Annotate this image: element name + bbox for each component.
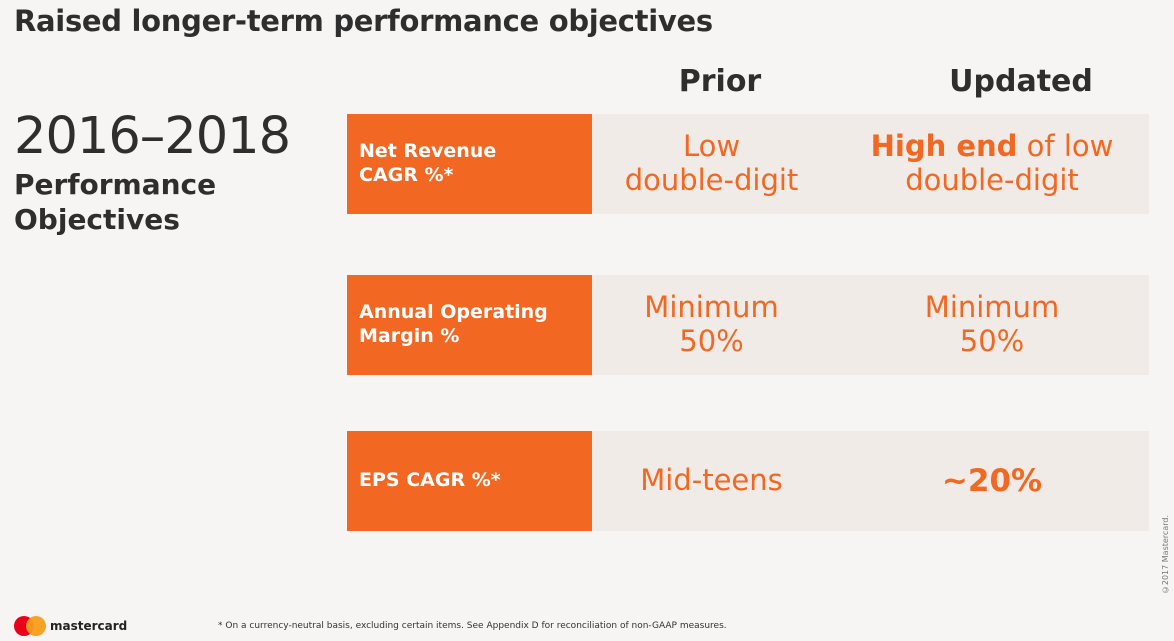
row-label: Annual Operating Margin % bbox=[347, 275, 592, 375]
mastercard-circles-icon bbox=[14, 616, 46, 636]
updated-value: Minimum 50% bbox=[847, 275, 1137, 375]
prior-value-line1: Minimum bbox=[644, 290, 779, 325]
table-row-operating-margin: Annual Operating Margin % Minimum 50% Mi… bbox=[347, 275, 1149, 375]
updated-value-line1: High end of low bbox=[870, 129, 1114, 164]
row-label-line2: Margin % bbox=[359, 325, 460, 347]
updated-value-line2: 50% bbox=[959, 324, 1025, 358]
prior-value-line2: double-digit bbox=[624, 163, 799, 197]
copyright-notice: ©2017 Mastercard. bbox=[1161, 515, 1170, 595]
table-row-eps: EPS CAGR %* Mid-teens ~20% bbox=[347, 431, 1149, 531]
updated-value-line1: ~20% bbox=[941, 462, 1043, 499]
row-label: Net Revenue CAGR %* bbox=[347, 114, 592, 214]
objectives-label-line1: Performance bbox=[14, 167, 217, 201]
column-header-updated: Updated bbox=[949, 64, 1093, 99]
updated-value-rest: of low bbox=[1017, 129, 1114, 164]
prior-value: Minimum 50% bbox=[609, 275, 814, 375]
prior-value-line1: Low bbox=[682, 129, 741, 164]
page-title: Raised longer-term performance objective… bbox=[14, 4, 713, 38]
table-row-net-revenue: Net Revenue CAGR %* Low double-digit Hig… bbox=[347, 114, 1149, 214]
row-label-line2: CAGR %* bbox=[359, 164, 454, 186]
brand-name: mastercard bbox=[50, 619, 128, 633]
row-label: EPS CAGR %* bbox=[347, 431, 592, 531]
updated-value-line1: Minimum bbox=[924, 290, 1060, 325]
objectives-heading: 2016–2018 Performance Objectives bbox=[14, 107, 291, 237]
prior-value: Mid-teens bbox=[609, 431, 814, 531]
prior-value-line1: Mid-teens bbox=[640, 463, 783, 498]
mastercard-logo: mastercard bbox=[14, 616, 127, 636]
updated-value-line2: double-digit bbox=[905, 163, 1079, 197]
prior-value-line2: 50% bbox=[679, 324, 744, 358]
row-label-line1: Annual Operating bbox=[359, 301, 548, 324]
updated-emphasis: High end bbox=[870, 129, 1018, 164]
updated-value: ~20% bbox=[847, 431, 1137, 531]
footnote: * On a currency-neutral basis, excluding… bbox=[218, 621, 727, 631]
prior-value: Low double-digit bbox=[609, 114, 814, 214]
row-label-line1: Net Revenue bbox=[359, 140, 497, 163]
period-label: 2016–2018 bbox=[14, 107, 291, 166]
objectives-label-line2: Objectives bbox=[14, 202, 180, 236]
row-label-line1: EPS CAGR %* bbox=[359, 469, 501, 492]
column-header-prior: Prior bbox=[678, 64, 762, 99]
updated-value: High end of low double-digit bbox=[847, 114, 1137, 214]
